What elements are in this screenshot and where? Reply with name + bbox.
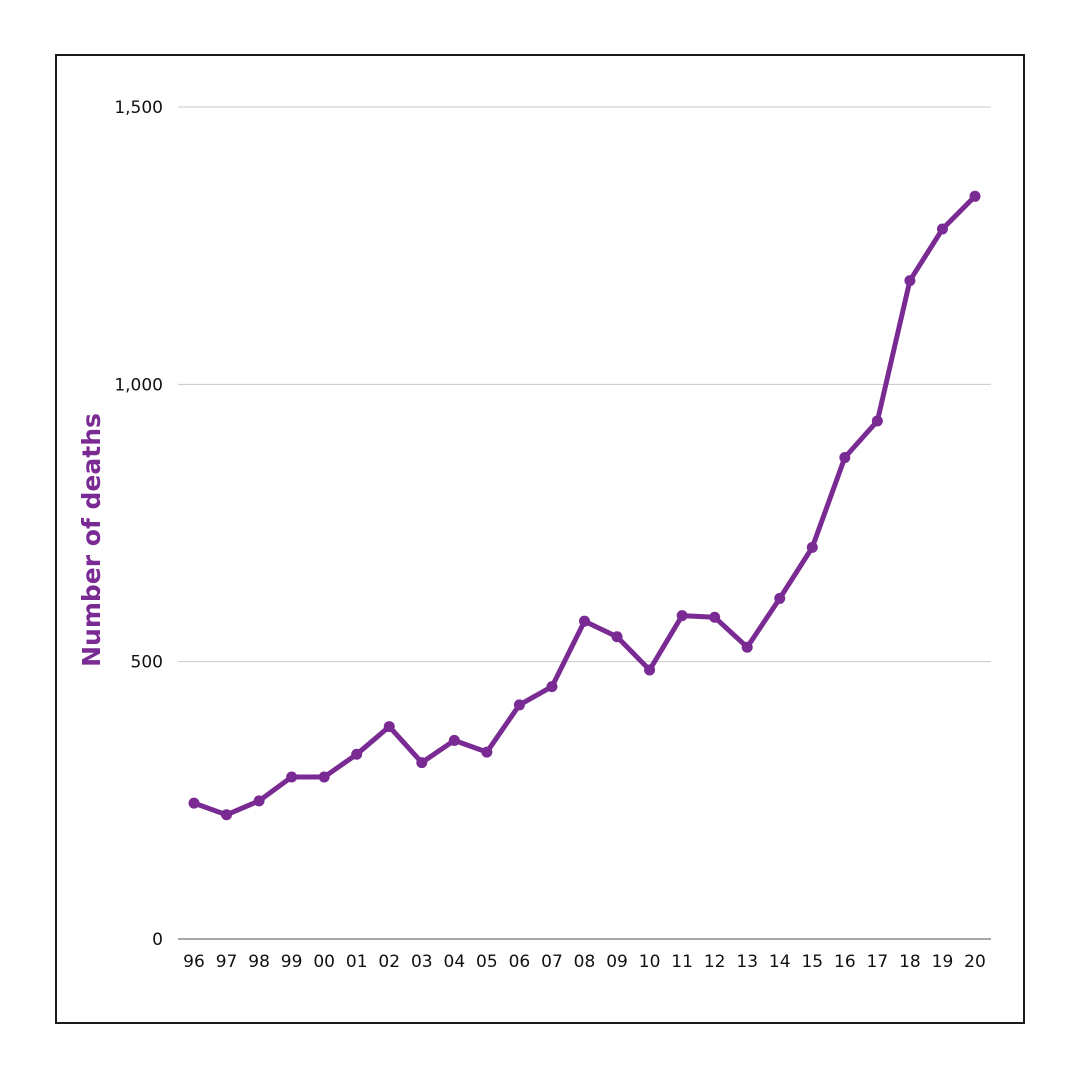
data-point — [253, 795, 265, 807]
x-tick-label: 00 — [313, 952, 335, 972]
data-point — [644, 664, 656, 676]
x-tick-label: 16 — [834, 952, 856, 972]
x-tick-label: 99 — [281, 952, 303, 972]
y-tick-label: 0 — [152, 930, 163, 950]
x-tick-label: 11 — [671, 952, 693, 972]
x-tick-label: 17 — [867, 952, 889, 972]
data-point — [416, 757, 428, 769]
x-tick-label: 09 — [606, 952, 628, 972]
data-point — [871, 415, 883, 427]
x-axis-ticks: 96 97 98 99 00 01 02 03 04 05 06 07 08 09 10 11 12 13 14 15… — [183, 952, 986, 972]
data-point — [351, 748, 363, 760]
data-point — [513, 699, 525, 711]
x-tick-label: 12 — [704, 952, 726, 972]
y-tick-label: 1,000 — [114, 375, 163, 395]
x-tick-label: 07 — [541, 952, 563, 972]
series-line — [191, 193, 978, 818]
data-point — [383, 721, 395, 733]
data-point — [481, 746, 493, 758]
x-tick-label: 01 — [346, 952, 368, 972]
data-point — [709, 611, 721, 623]
data-point — [188, 797, 200, 809]
data-point — [774, 592, 786, 604]
data-point — [839, 452, 851, 464]
x-tick-label: 18 — [899, 952, 921, 972]
x-tick-label: 04 — [444, 952, 466, 972]
x-tick-label: 03 — [411, 952, 433, 972]
y-tick-label: 1,500 — [114, 98, 163, 118]
x-tick-label: 13 — [736, 952, 758, 972]
data-point — [546, 681, 558, 693]
data-point — [286, 771, 298, 783]
x-tick-label: 20 — [964, 952, 986, 972]
data-point — [904, 275, 916, 287]
x-tick-label: 05 — [476, 952, 498, 972]
x-tick-label: 97 — [216, 952, 238, 972]
data-point — [969, 190, 981, 202]
data-point — [448, 734, 460, 746]
data-point — [318, 771, 330, 783]
grid-lines — [178, 106, 991, 940]
y-axis-title: Number of deaths — [77, 413, 106, 667]
y-axis-ticks: 0 500 1,000 1,500 — [114, 98, 163, 950]
x-tick-label: 96 — [183, 952, 205, 972]
data-point — [676, 610, 688, 622]
x-tick-label: 15 — [801, 952, 823, 972]
data-point — [936, 223, 948, 235]
x-tick-label: 08 — [574, 952, 596, 972]
data-point — [579, 615, 590, 627]
x-tick-label: 98 — [248, 952, 270, 972]
data-point — [221, 809, 233, 821]
x-tick-label: 06 — [509, 952, 531, 972]
series-points — [188, 190, 981, 821]
data-point — [806, 541, 818, 553]
x-tick-label: 02 — [378, 952, 400, 972]
x-tick-label: 14 — [769, 952, 791, 972]
y-tick-label: 500 — [131, 653, 163, 673]
data-point — [611, 631, 623, 643]
chart-frame — [55, 54, 1025, 1024]
data-point — [741, 641, 753, 653]
x-tick-label: 10 — [639, 952, 661, 972]
x-tick-label: 19 — [932, 952, 954, 972]
